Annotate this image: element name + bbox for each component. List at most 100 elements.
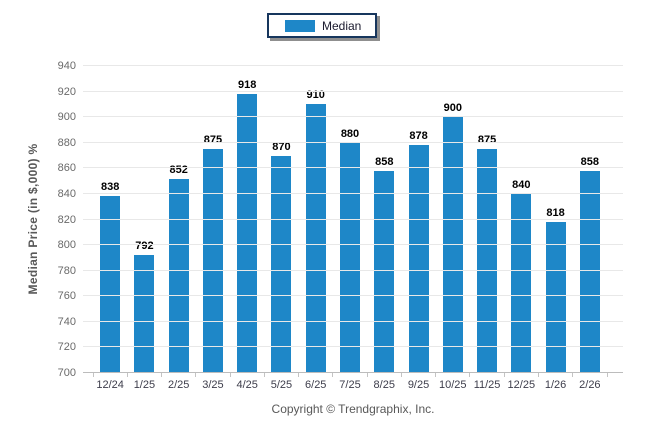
- bar: [477, 149, 498, 373]
- bar-value-label: 858: [375, 155, 394, 168]
- bar-slot: 918: [230, 66, 264, 373]
- y-tick-label: 820: [57, 213, 76, 226]
- axis-tick: [366, 373, 368, 377]
- y-tick-label: 740: [57, 315, 76, 328]
- y-tick-label: 780: [57, 264, 76, 277]
- y-tick-label: 720: [57, 341, 76, 354]
- legend-swatch-icon: [285, 19, 315, 32]
- bar: [339, 142, 360, 373]
- axis-tick: [469, 373, 471, 377]
- gridline: [83, 244, 623, 246]
- axis-tick: [537, 373, 539, 377]
- bar-value-label: 852: [169, 163, 188, 176]
- axis-tick: [435, 373, 437, 377]
- bar: [511, 193, 532, 373]
- y-tick-label: 840: [57, 187, 76, 200]
- y-tick-label: 700: [57, 367, 76, 379]
- axis-tick: [161, 373, 163, 377]
- bar-slot: 852: [162, 66, 196, 373]
- axis-tick: [229, 373, 231, 377]
- bar-value-label: 910: [306, 89, 325, 102]
- bar-slot: 875: [470, 66, 504, 373]
- x-tick-label: 2/26: [579, 379, 601, 391]
- bar: [579, 170, 600, 373]
- gridline: [83, 346, 623, 348]
- x-axis-line: [83, 372, 623, 373]
- bar-value-label: 875: [203, 134, 223, 147]
- bar-value-label: 838: [100, 181, 120, 194]
- axis-tick: [92, 373, 94, 377]
- x-tick-label: 6/25: [305, 379, 327, 391]
- x-tick-label: 12/25: [507, 379, 536, 391]
- gridline: [83, 167, 623, 169]
- gridline: [83, 192, 623, 194]
- x-tick-label: 2/25: [167, 379, 190, 391]
- x-tick-label: 10/25: [439, 379, 467, 391]
- axis-tick: [572, 373, 574, 377]
- bar-slot: 840: [504, 66, 538, 373]
- x-tick-label: 12/24: [96, 379, 124, 391]
- bar: [202, 149, 223, 373]
- x-tick-label: 3/25: [202, 379, 224, 391]
- gridline: [83, 218, 623, 220]
- legend-box: Median: [267, 13, 378, 38]
- bar-value-label: 918: [238, 79, 257, 92]
- gridline: [83, 320, 623, 322]
- axis-tick: [606, 373, 608, 377]
- y-tick-label: 800: [57, 239, 76, 252]
- axis-tick: [126, 373, 128, 377]
- bars-area: 838 792 852 875 918 870 910 880 858 878 900 875 840 8…: [93, 66, 607, 373]
- y-tick-label: 920: [57, 85, 76, 98]
- axis-tick: [503, 373, 505, 377]
- bar-value-label: 900: [443, 102, 462, 115]
- x-tick-label: 8/25: [373, 379, 395, 391]
- bar: [408, 145, 429, 373]
- bar: [134, 255, 155, 373]
- gridline: [83, 116, 623, 118]
- bar-slot: 900: [436, 66, 470, 373]
- axis-tick: [195, 373, 197, 377]
- bar: [271, 155, 292, 373]
- y-tick-label: 860: [57, 162, 76, 175]
- bar-slot: 870: [264, 66, 298, 373]
- x-axis-labels: 12/24 1/25 2/25 3/25 4/25 5/25 6/25 7/25 8/25 9/2…: [93, 379, 607, 391]
- bar-value-label: 818: [546, 207, 565, 220]
- x-tick-label: 5/25: [270, 379, 293, 391]
- y-tick-label: 760: [57, 290, 76, 303]
- bar-slot: 910: [299, 66, 333, 373]
- bar: [237, 94, 258, 373]
- gridline: [83, 90, 623, 92]
- bar-value-label: 880: [340, 127, 360, 140]
- bar: [168, 178, 189, 373]
- y-tick-label: 900: [57, 111, 76, 124]
- axis-tick: [263, 373, 265, 377]
- bar: [374, 170, 395, 373]
- x-tick-label: 4/25: [236, 379, 258, 391]
- bar-slot: 792: [127, 66, 161, 373]
- bar-slot: 838: [93, 66, 127, 373]
- bar-slot: 858: [573, 66, 607, 373]
- bar-value-label: 878: [409, 130, 428, 143]
- gridline: [83, 269, 623, 271]
- bar-value-label: 792: [135, 240, 154, 253]
- x-axis-ticks: [92, 373, 608, 378]
- axis-tick: [332, 373, 334, 377]
- gridline: [83, 141, 623, 143]
- bar-slot: 875: [196, 66, 230, 373]
- x-tick-label: 1/25: [133, 379, 156, 391]
- bar: [305, 104, 326, 373]
- legend-label: Median: [322, 18, 362, 33]
- bar-value-label: 858: [580, 155, 600, 168]
- x-tick-label: 1/26: [544, 379, 567, 391]
- x-tick-label: 9/25: [407, 379, 430, 391]
- y-tick-label: 940: [57, 60, 76, 72]
- gridline: [83, 295, 623, 297]
- bar: [545, 222, 566, 373]
- x-tick-label: 11/25: [473, 379, 501, 391]
- axis-tick: [400, 373, 402, 377]
- gridline: [83, 65, 623, 66]
- y-tick-label: 880: [57, 136, 76, 149]
- bar-value-label: 870: [272, 140, 291, 153]
- plot-area: 838 792 852 875 918 870 910 880 858 878 900 875 840 8…: [58, 60, 623, 391]
